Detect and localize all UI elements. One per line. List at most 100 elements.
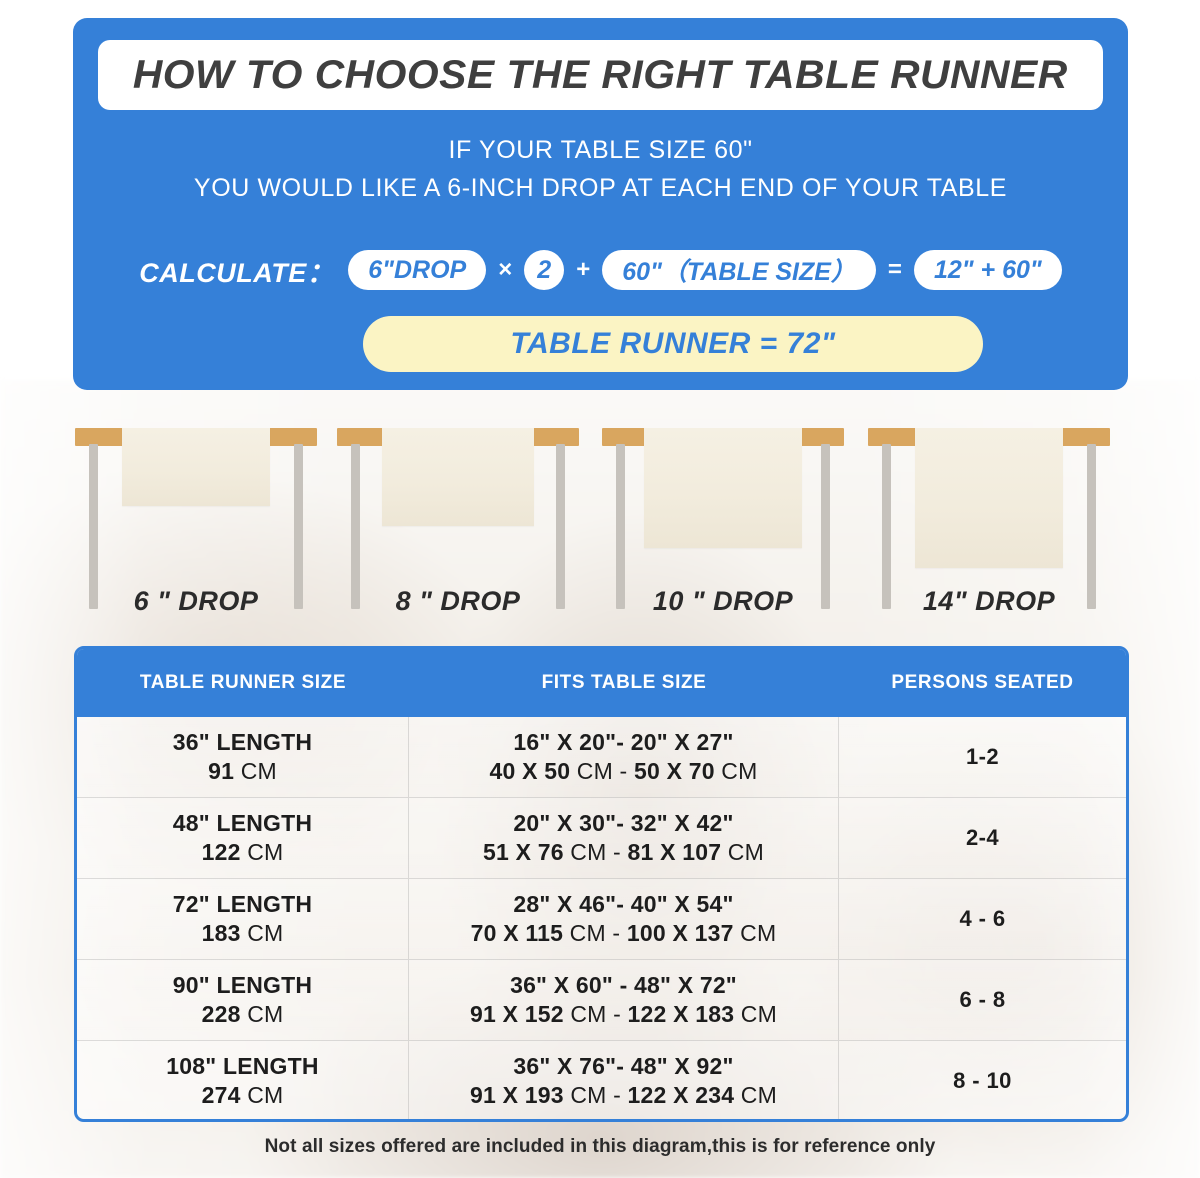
table-row: 90" LENGTH 228 CM 36" X 60" - 48" X 72" … bbox=[77, 960, 1126, 1041]
fits-cm-a: 91 X 193 bbox=[470, 1082, 564, 1108]
table-leg-left bbox=[89, 444, 98, 609]
runner-length-cm-unit: CM bbox=[247, 920, 284, 946]
fits-cm-unit-b: CM bbox=[740, 920, 777, 946]
fits-cm-unit-b: CM bbox=[727, 839, 764, 865]
fits-cm-b: 100 X 137 bbox=[626, 920, 734, 946]
fits-cm-a: 40 X 50 bbox=[489, 758, 571, 784]
result-text: TABLE RUNNER = 72" bbox=[510, 327, 836, 360]
subtitle-line-2: YOU WOULD LIKE A 6-INCH DROP AT EACH END… bbox=[193, 174, 1008, 202]
fits-cm-a: 70 X 115 bbox=[470, 920, 564, 946]
drop-illustration-2: 10 " DROP bbox=[600, 412, 846, 627]
calc-term-sum: 12" + 60" bbox=[913, 250, 1062, 290]
fits-inches: 36" X 76"- 48" X 92" bbox=[513, 1053, 734, 1080]
runner-length-cm: 274 bbox=[201, 1082, 241, 1108]
cell-runner-size: 72" LENGTH 183 CM bbox=[77, 879, 409, 959]
cell-fits-table-size: 36" X 76"- 48" X 92" 91 X 193 CM - 122 X… bbox=[409, 1041, 839, 1119]
runner-length-in: 90" LENGTH bbox=[172, 972, 313, 999]
runner-length-cm-unit: CM bbox=[247, 1001, 284, 1027]
cell-fits-table-size: 28" X 46"- 40" X 54" 70 X 115 CM - 100 X… bbox=[409, 879, 839, 959]
table-row: 108" LENGTH 274 CM 36" X 76"- 48" X 92" … bbox=[77, 1041, 1126, 1119]
table-leg-right bbox=[821, 444, 830, 609]
fits-cm-unit-b: CM bbox=[740, 1082, 777, 1108]
runner-length-in: 72" LENGTH bbox=[172, 891, 313, 918]
page-title: HOW TO CHOOSE THE RIGHT TABLE RUNNER bbox=[133, 52, 1068, 97]
column-header-persons-seated: PERSONS SEATED bbox=[891, 672, 1074, 693]
cell-persons-seated: 2-4 bbox=[839, 798, 1126, 878]
runner-length-cm: 183 bbox=[201, 920, 241, 946]
size-chart-table: TABLE RUNNER SIZE FITS TABLE SIZE PERSON… bbox=[74, 646, 1129, 1122]
drop-label: 14" DROP bbox=[922, 586, 1056, 616]
runner-length-cm-unit: CM bbox=[247, 839, 284, 865]
header-panel: HOW TO CHOOSE THE RIGHT TABLE RUNNER IF … bbox=[73, 18, 1128, 390]
table-runner-graphic bbox=[644, 428, 802, 548]
cell-fits-table-size: 20" X 30"- 32" X 42" 51 X 76 CM - 81 X 1… bbox=[409, 798, 839, 878]
persons-seated-value: 4 - 6 bbox=[959, 906, 1006, 931]
fits-cm-unit-b: CM bbox=[740, 1001, 777, 1027]
calc-term-drop: 6"DROP bbox=[348, 250, 487, 290]
runner-length-in: 48" LENGTH bbox=[172, 810, 313, 837]
fits-cm-unit-a: CM - bbox=[570, 839, 621, 865]
table-leg-right bbox=[1087, 444, 1096, 609]
drop-label: 10 " DROP bbox=[652, 586, 794, 616]
table-leg-left bbox=[882, 444, 891, 609]
runner-length-in: 108" LENGTH bbox=[166, 1053, 319, 1080]
subtitle-line-1: IF YOUR TABLE SIZE 60" bbox=[448, 136, 753, 164]
drop-illustration-1: 8 " DROP bbox=[335, 412, 581, 627]
fits-cm-unit-b: CM bbox=[721, 758, 758, 784]
persons-seated-value: 2-4 bbox=[966, 825, 999, 850]
table-runner-graphic bbox=[382, 428, 534, 526]
calc-term-table-size: 60"（TABLE SIZE） bbox=[602, 250, 876, 290]
runner-length-cm: 91 bbox=[208, 758, 235, 784]
cell-runner-size: 90" LENGTH 228 CM bbox=[77, 960, 409, 1040]
fits-inches: 20" X 30"- 32" X 42" bbox=[513, 810, 734, 837]
fits-cm-unit-a: CM - bbox=[569, 920, 621, 946]
cell-persons-seated: 1-2 bbox=[839, 717, 1126, 797]
table-runner-graphic bbox=[122, 428, 270, 506]
table-leg-left bbox=[616, 444, 625, 609]
fits-cm-a: 51 X 76 bbox=[483, 839, 564, 865]
table-row: 72" LENGTH 183 CM 28" X 46"- 40" X 54" 7… bbox=[77, 879, 1126, 960]
multiply-operator: × bbox=[498, 256, 513, 283]
runner-length-cm: 228 bbox=[201, 1001, 241, 1027]
equals-operator: = bbox=[887, 256, 902, 283]
cell-persons-seated: 4 - 6 bbox=[839, 879, 1126, 959]
fits-cm-b: 50 X 70 bbox=[634, 758, 715, 784]
drop-label: 6 " DROP bbox=[133, 586, 259, 616]
cell-persons-seated: 6 - 8 bbox=[839, 960, 1126, 1040]
fits-inches: 16" X 20"- 20" X 27" bbox=[513, 729, 734, 756]
persons-seated-value: 1-2 bbox=[966, 744, 999, 769]
cell-runner-size: 108" LENGTH 274 CM bbox=[77, 1041, 409, 1119]
runner-length-cm-unit: CM bbox=[240, 758, 277, 784]
plus-operator: + bbox=[576, 256, 591, 283]
drop-label: 8 " DROP bbox=[395, 586, 521, 616]
table-leg-right bbox=[294, 444, 303, 609]
table-row: 36" LENGTH 91 CM 16" X 20"- 20" X 27" 40… bbox=[77, 717, 1126, 798]
cell-runner-size: 48" LENGTH 122 CM bbox=[77, 798, 409, 878]
drop-illustrations: 6 " DROP 8 " DROP 10 " DROP 14" DROP bbox=[73, 412, 1128, 627]
table-runner-graphic bbox=[915, 428, 1063, 568]
column-header-runner-size: TABLE RUNNER SIZE bbox=[139, 672, 347, 693]
runner-length-cm: 122 bbox=[201, 839, 241, 865]
table-leg-left bbox=[351, 444, 360, 609]
fits-cm-b: 81 X 107 bbox=[627, 839, 722, 865]
persons-seated-value: 8 - 10 bbox=[953, 1068, 1012, 1093]
runner-length-cm-unit: CM bbox=[247, 1082, 284, 1108]
cell-runner-size: 36" LENGTH 91 CM bbox=[77, 717, 409, 797]
calculate-label: CALCULATE： bbox=[139, 257, 335, 288]
fits-inches: 36" X 60" - 48" X 72" bbox=[510, 972, 737, 999]
calculation-row: CALCULATE： 6"DROP × 2 + 60"（TABLE SIZE） … bbox=[73, 250, 1128, 290]
table-body: 36" LENGTH 91 CM 16" X 20"- 20" X 27" 40… bbox=[77, 717, 1126, 1119]
runner-length-in: 36" LENGTH bbox=[172, 729, 313, 756]
table-row: 48" LENGTH 122 CM 20" X 30"- 32" X 42" 5… bbox=[77, 798, 1126, 879]
table-leg-right bbox=[556, 444, 565, 609]
fits-cm-unit-a: CM - bbox=[570, 1001, 621, 1027]
fits-cm-unit-a: CM - bbox=[576, 758, 628, 784]
cell-persons-seated: 8 - 10 bbox=[839, 1041, 1126, 1119]
fits-inches: 28" X 46"- 40" X 54" bbox=[513, 891, 734, 918]
table-header-row: TABLE RUNNER SIZE FITS TABLE SIZE PERSON… bbox=[77, 649, 1126, 717]
drop-illustration-3: 14" DROP bbox=[866, 412, 1112, 627]
footnote-text: Not all sizes offered are included in th… bbox=[264, 1136, 936, 1157]
fits-cm-a: 91 X 152 bbox=[470, 1001, 564, 1027]
drop-illustration-0: 6 " DROP bbox=[73, 412, 319, 627]
